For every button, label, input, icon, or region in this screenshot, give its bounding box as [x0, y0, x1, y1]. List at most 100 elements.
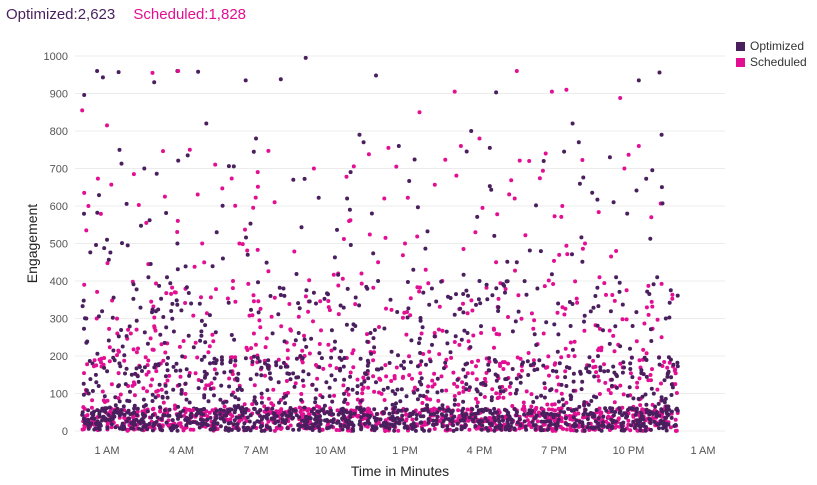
optimized-point [485, 419, 490, 424]
optimized-point [421, 394, 426, 398]
optimized-point [605, 425, 610, 430]
optimized-point [248, 377, 253, 382]
scheduled-point [131, 380, 136, 385]
optimized-point [212, 376, 217, 381]
scheduled-point [501, 367, 506, 371]
optimized-point [171, 329, 176, 334]
scheduled-point [557, 252, 562, 257]
scheduled-point [537, 176, 542, 181]
optimized-point [357, 422, 362, 427]
optimized-point [578, 419, 582, 424]
optimized-point [564, 365, 569, 370]
scheduled-swatch [736, 57, 745, 67]
optimized-point [439, 412, 444, 417]
optimized-point [615, 374, 619, 379]
scheduled-point [603, 380, 608, 385]
optimized-point [484, 282, 489, 287]
scheduled-point [618, 96, 623, 100]
optimized-point [596, 424, 601, 429]
optimized-point [315, 409, 320, 414]
optimized-point [95, 69, 100, 73]
scheduled-point [552, 214, 557, 219]
optimized-point [148, 262, 153, 266]
optimized-point [322, 411, 327, 416]
scheduled-point [371, 285, 376, 290]
scheduled-point [341, 237, 346, 241]
optimized-point [276, 419, 281, 424]
optimized-point [306, 372, 311, 377]
optimized-point [526, 373, 531, 377]
optimized-point [555, 349, 560, 354]
optimized-point [204, 121, 209, 126]
scheduled-point [131, 172, 136, 177]
optimized-point [451, 428, 456, 433]
optimized-point [601, 420, 605, 425]
optimized-point [442, 366, 446, 371]
optimized-point [291, 415, 295, 420]
optimized-point [568, 393, 573, 398]
optimized-point [211, 427, 215, 432]
optimized-point [675, 293, 680, 298]
scheduled-point [494, 260, 499, 265]
scheduled-point [82, 425, 87, 429]
optimized-point [634, 188, 639, 193]
optimized-point [545, 419, 550, 424]
optimized-point [137, 426, 142, 431]
x-tick-label: 4 AM [169, 445, 194, 457]
optimized-point [212, 393, 216, 398]
optimized-point [304, 288, 309, 293]
optimized-point [465, 331, 470, 335]
optimized-point [252, 398, 257, 403]
optimized-point [643, 392, 648, 397]
optimized-point [218, 407, 223, 412]
legend-item-scheduled[interactable]: Scheduled [736, 54, 807, 70]
optimized-point [281, 360, 286, 365]
optimized-point [201, 418, 206, 423]
scheduled-point [496, 296, 501, 301]
optimized-point [113, 403, 118, 408]
scheduled-point [649, 299, 654, 304]
scheduled-point [363, 416, 368, 421]
scheduled-point [245, 348, 250, 352]
optimized-point [443, 416, 448, 421]
optimized-point [495, 410, 500, 415]
scheduled-point [227, 376, 232, 381]
optimized-point [102, 246, 107, 251]
scheduled-point [336, 312, 341, 317]
optimized-point [398, 399, 403, 404]
optimized-point [183, 264, 188, 269]
optimized-point [382, 326, 387, 331]
scheduled-point [529, 392, 534, 397]
optimized-point [586, 421, 591, 426]
optimized-point [470, 412, 474, 417]
optimized-point [650, 411, 655, 416]
scheduled-point [401, 374, 406, 379]
legend-item-optimized[interactable]: Optimized [736, 38, 807, 54]
optimized-point [404, 394, 409, 399]
scheduled-point [94, 363, 99, 368]
optimized-point [489, 423, 494, 428]
scheduled-point [208, 295, 213, 300]
optimized-point [506, 425, 510, 430]
optimized-point [437, 406, 442, 411]
scheduled-point [546, 407, 551, 412]
optimized-point [500, 414, 505, 419]
optimized-point [492, 428, 497, 433]
optimized-point [455, 421, 460, 426]
optimized-point [557, 361, 562, 366]
optimized-point [509, 424, 513, 429]
scheduled-point [452, 381, 457, 386]
scheduled-point [529, 404, 534, 409]
optimized-point [477, 279, 482, 283]
scheduled-point [215, 427, 220, 431]
optimized-point [359, 427, 364, 432]
scheduled-point [150, 347, 155, 352]
scheduled-point [329, 348, 334, 353]
optimized-point [169, 309, 174, 313]
optimized-point [570, 423, 575, 428]
y-tick-label: 500 [50, 239, 68, 251]
optimized-point [105, 369, 110, 374]
optimized-point [359, 382, 364, 387]
optimized-point [93, 372, 98, 377]
optimized-point [644, 176, 649, 181]
